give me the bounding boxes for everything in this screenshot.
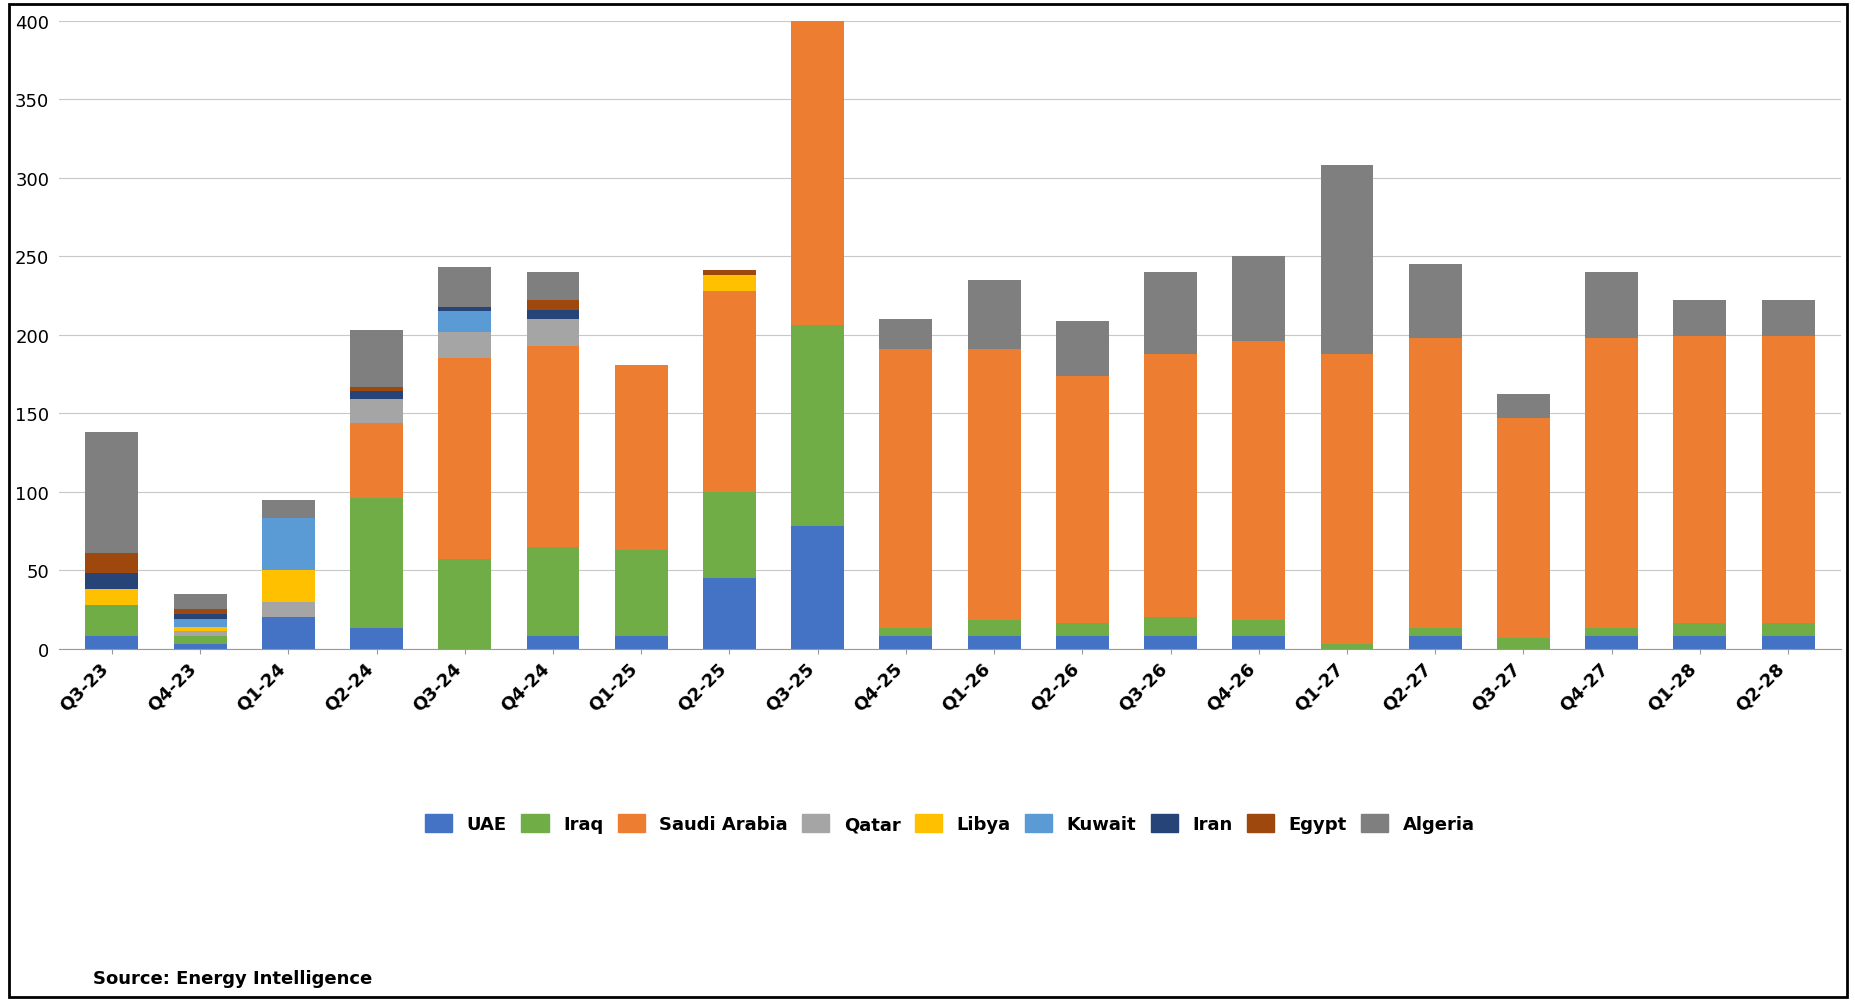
Bar [1760, 624, 1814, 636]
Bar [966, 636, 1020, 649]
Bar [966, 281, 1020, 350]
Bar [703, 292, 755, 492]
Legend: UAE, Iraq, Saudi Arabia, Qatar, Libya, Kuwait, Iran, Egypt, Algeria: UAE, Iraq, Saudi Arabia, Qatar, Libya, K… [417, 807, 1480, 841]
Bar [527, 320, 579, 347]
Bar [1673, 636, 1725, 649]
Bar [1319, 355, 1373, 644]
Bar [262, 617, 315, 649]
Bar [879, 350, 931, 628]
Bar [1584, 636, 1638, 649]
Bar [1497, 395, 1549, 419]
Bar [85, 636, 139, 649]
Bar [174, 644, 226, 649]
Bar [527, 273, 579, 301]
Bar [1143, 617, 1196, 636]
Bar [703, 578, 755, 649]
Bar [262, 570, 315, 602]
Bar [703, 272, 755, 276]
Bar [527, 347, 579, 547]
Bar [1232, 258, 1284, 342]
Bar [1232, 342, 1284, 620]
Bar [438, 269, 492, 308]
Bar [527, 301, 579, 311]
Bar [1319, 166, 1373, 355]
Bar [1055, 624, 1107, 636]
Bar [351, 498, 403, 628]
Bar [1673, 301, 1725, 337]
Bar [85, 574, 139, 589]
Bar [174, 614, 226, 619]
Bar [966, 350, 1020, 620]
Bar [174, 594, 226, 610]
Bar [614, 550, 668, 636]
Bar [1143, 636, 1196, 649]
Bar [1055, 636, 1107, 649]
Bar [1760, 301, 1814, 337]
Bar [85, 433, 139, 553]
Bar [1584, 273, 1638, 339]
Bar [1319, 644, 1373, 649]
Bar [614, 366, 668, 550]
Bar [351, 400, 403, 423]
Bar [174, 627, 226, 631]
Bar [527, 547, 579, 636]
Bar [1232, 636, 1284, 649]
Bar [879, 636, 931, 649]
Bar [174, 631, 226, 636]
Bar [262, 500, 315, 519]
Bar [1143, 355, 1196, 617]
Bar [1497, 419, 1549, 638]
Bar [351, 387, 403, 392]
Bar [174, 610, 226, 614]
Bar [1055, 322, 1107, 376]
Bar [351, 628, 403, 649]
Bar [790, 326, 844, 527]
Bar [1760, 337, 1814, 624]
Bar [1673, 337, 1725, 624]
Bar [262, 519, 315, 570]
Bar [351, 392, 403, 400]
Bar [438, 559, 492, 649]
Bar [614, 636, 668, 649]
Bar [1584, 339, 1638, 628]
Bar [174, 619, 226, 627]
Bar [1408, 636, 1462, 649]
Bar [1055, 376, 1107, 624]
Bar [1497, 638, 1549, 649]
Bar [703, 276, 755, 292]
Bar [438, 333, 492, 359]
Bar [174, 636, 226, 644]
Bar [1408, 628, 1462, 636]
Bar [1232, 620, 1284, 636]
Bar [1584, 628, 1638, 636]
Bar [527, 636, 579, 649]
Bar [703, 492, 755, 578]
Bar [966, 620, 1020, 636]
Bar [85, 589, 139, 605]
Bar [1673, 624, 1725, 636]
Bar [262, 602, 315, 617]
Text: Source: Energy Intelligence: Source: Energy Intelligence [93, 969, 371, 987]
Bar [438, 312, 492, 333]
Bar [790, 527, 844, 649]
Bar [1408, 339, 1462, 628]
Bar [1408, 265, 1462, 339]
Bar [1143, 273, 1196, 355]
Bar [438, 308, 492, 312]
Bar [879, 320, 931, 350]
Bar [351, 331, 403, 387]
Bar [527, 311, 579, 320]
Bar [438, 359, 492, 559]
Bar [1760, 636, 1814, 649]
Bar [85, 605, 139, 636]
Bar [790, 0, 844, 326]
Bar [351, 423, 403, 498]
Bar [85, 553, 139, 574]
Bar [879, 628, 931, 636]
